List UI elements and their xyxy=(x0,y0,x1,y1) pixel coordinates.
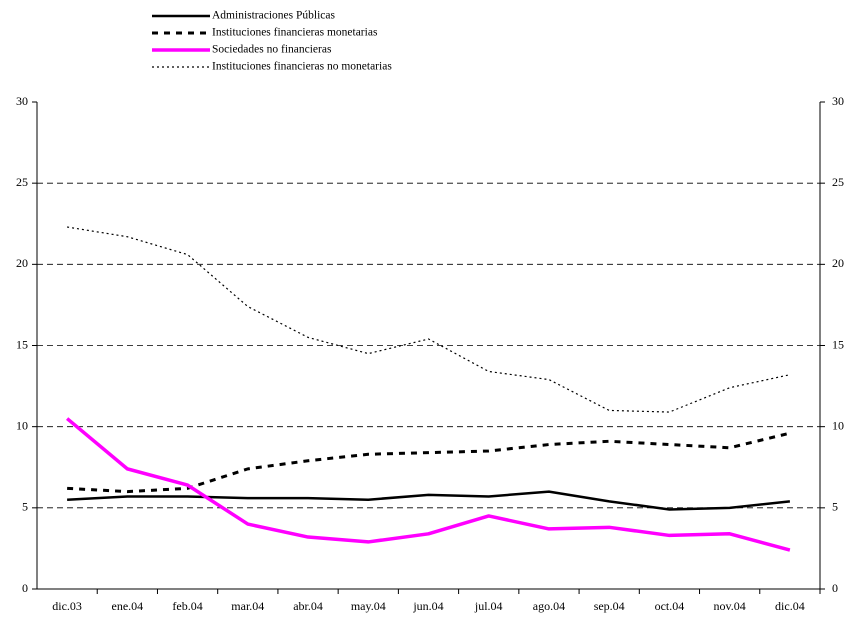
series-line xyxy=(65,417,791,552)
x-tick-label: jun.04 xyxy=(412,599,443,613)
legend: Administraciones Públicas Instituciones f… xyxy=(152,10,392,73)
y-tick-label: 10 xyxy=(16,418,28,432)
x-tick-label: oct.04 xyxy=(655,599,685,613)
y-tick-label: 5 xyxy=(22,500,28,514)
x-tick-label: mar.04 xyxy=(231,599,264,613)
x-tick-label: sep.04 xyxy=(594,599,625,613)
x-tick-label: abr.04 xyxy=(293,599,323,613)
y2-tick-label: 30 xyxy=(832,94,844,108)
series-line xyxy=(67,431,791,494)
series-line xyxy=(67,490,791,511)
y2-tick-label: 25 xyxy=(832,175,844,189)
legend-label: Administraciones Públicas xyxy=(212,10,335,22)
x-tick-label: ago.04 xyxy=(533,599,565,613)
y2-tick-label: 15 xyxy=(832,337,844,351)
y-tick-label: 0 xyxy=(22,581,28,595)
x-tick-label: feb.04 xyxy=(172,599,202,613)
x-tick-label: dic.04 xyxy=(775,599,805,613)
x-tick-label: ene.04 xyxy=(112,599,144,613)
y2-tick-label: 5 xyxy=(832,500,838,514)
x-tick-label: dic.03 xyxy=(52,599,82,613)
legend-label: Instituciones financieras monetarias xyxy=(212,27,378,39)
legend-label: Sociedades no financieras xyxy=(212,44,332,56)
y-tick-label: 20 xyxy=(16,256,28,270)
x-tick-label: jul.04 xyxy=(474,599,503,613)
x-tick-label: may.04 xyxy=(351,599,386,613)
y-tick-label: 25 xyxy=(16,175,28,189)
y-tick-label: 15 xyxy=(16,337,28,351)
y2-tick-label: 0 xyxy=(832,581,838,595)
x-tick-label: nov.04 xyxy=(714,599,746,613)
y2-tick-label: 10 xyxy=(832,418,844,432)
y-tick-label: 30 xyxy=(16,94,28,108)
legend-label: Instituciones financieras no monetarias xyxy=(212,61,392,73)
y2-tick-label: 20 xyxy=(832,256,844,270)
series-line xyxy=(67,226,791,413)
